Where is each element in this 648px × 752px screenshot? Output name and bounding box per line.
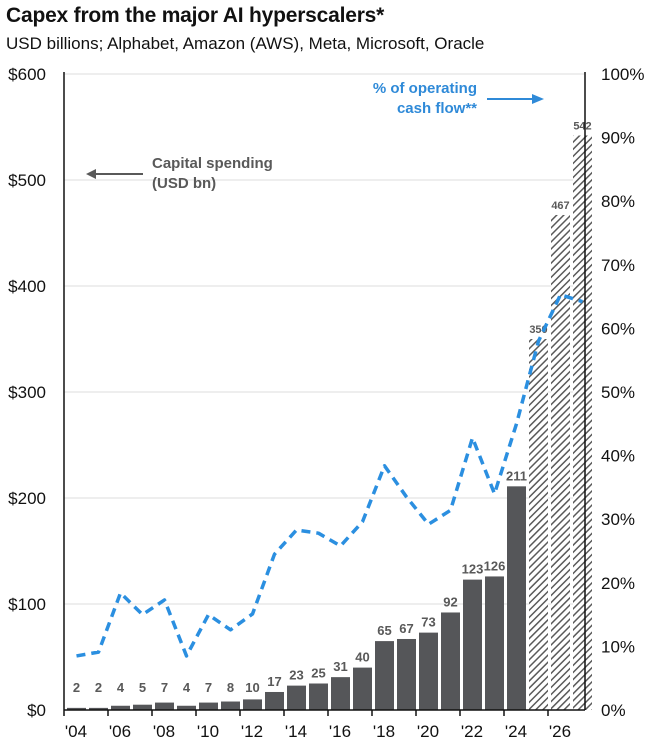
x-tick-label: '16 (329, 722, 351, 741)
bar-value-label: 126 (484, 558, 506, 573)
x-tick-label: '06 (109, 722, 131, 741)
y-right-tick-label: 80% (601, 192, 635, 211)
annotation-capital-line2: (USD bn) (152, 175, 216, 192)
y-axis-right-labels: 0% 10% 20% 30% 40% 50% 60% 70% 80% 90% 100% (601, 65, 644, 720)
bar-value-label: 7 (161, 680, 168, 695)
bar (463, 579, 482, 710)
bar-value-label: 467 (551, 200, 569, 212)
y-right-tick-label: 50% (601, 383, 635, 402)
axes (63, 72, 586, 716)
y-right-tick-label: 10% (601, 637, 635, 656)
y-left-tick-label: $0 (27, 701, 46, 720)
x-tick-label: '08 (153, 722, 175, 741)
bar (243, 699, 262, 710)
y-left-tick-label: $500 (8, 171, 46, 190)
x-tick-label: '10 (197, 722, 219, 741)
bar (111, 705, 130, 710)
x-tick-label: '22 (461, 722, 483, 741)
x-tick-label: '12 (241, 722, 263, 741)
bar (287, 685, 306, 710)
bar (419, 632, 438, 710)
bar-value-label: 17 (267, 674, 281, 689)
bar (265, 691, 284, 710)
chart-subtitle: USD billions; Alphabet, Amazon (AWS), Me… (6, 34, 485, 53)
x-tick-label: '04 (65, 722, 87, 741)
bar (89, 707, 108, 710)
bar (155, 702, 174, 710)
bar (485, 576, 504, 710)
x-tick-label: '14 (285, 722, 307, 741)
annotation-ocf-line2: cash flow** (397, 100, 477, 117)
x-tick-label: '20 (417, 722, 439, 741)
bar-value-label: 123 (462, 562, 484, 577)
bar (133, 704, 152, 710)
annotation-capital-line1: Capital spending (152, 155, 273, 172)
bar-estimate (551, 214, 570, 711)
bar-value-label: 92 (443, 594, 457, 609)
y-left-tick-label: $300 (8, 383, 46, 402)
y-right-tick-label: 0% (601, 701, 626, 720)
x-tick-label: '18 (373, 722, 395, 741)
bar-value-label: 40 (355, 650, 369, 665)
bar-value-label: 4 (183, 680, 191, 695)
bar (221, 701, 240, 710)
y-right-tick-label: 20% (601, 574, 635, 593)
bar-value-label: 10 (245, 680, 259, 695)
bar-value-label: 23 (289, 668, 303, 683)
bar-value-label: 65 (377, 623, 391, 638)
annotation-capital-spending: Capital spending (USD bn) (86, 155, 273, 192)
y-right-tick-label: 100% (601, 65, 644, 84)
y-left-tick-label: $200 (8, 489, 46, 508)
bar (199, 702, 218, 710)
bar-value-label: 31 (333, 659, 347, 674)
y-right-tick-label: 90% (601, 129, 635, 148)
y-left-tick-label: $400 (8, 277, 46, 296)
bar (507, 486, 526, 710)
bar-series (67, 135, 592, 711)
y-right-tick-label: 40% (601, 447, 635, 466)
arrow-right-head-icon (532, 94, 544, 104)
bar-value-label: 2 (73, 680, 80, 695)
y-left-tick-label: $600 (8, 65, 46, 84)
y-right-tick-label: 30% (601, 510, 635, 529)
annotation-ocf-line1: % of operating (373, 80, 477, 97)
bar (441, 612, 460, 710)
bar-value-label: 7 (205, 680, 212, 695)
x-tick-label: '26 (549, 722, 571, 741)
bar-value-label: 2 (95, 680, 102, 695)
bar-value-label: 25 (311, 666, 325, 681)
gridlines (64, 73, 585, 605)
chart-title: Capex from the major AI hyperscalers* (6, 4, 385, 27)
bar-value-label: 5 (139, 680, 146, 695)
bar-value-label: 350 (529, 324, 547, 336)
bar-value-label: 73 (421, 615, 435, 630)
y-right-tick-label: 60% (601, 319, 635, 338)
bar-value-label: 8 (227, 680, 234, 695)
y-right-tick-label: 70% (601, 256, 635, 275)
bar (67, 707, 86, 710)
bar-value-label: 211 (506, 468, 527, 483)
bar-estimate (573, 135, 592, 711)
bar (177, 705, 196, 710)
bar-value-label: 4 (117, 680, 125, 695)
bar-estimate (529, 339, 548, 710)
bar (309, 683, 328, 710)
bar (375, 641, 394, 710)
bar (353, 667, 372, 710)
y-left-tick-label: $100 (8, 595, 46, 614)
ocf-percent-line (76, 292, 584, 658)
bar (397, 638, 416, 710)
annotation-ocf: % of operating cash flow** (373, 80, 544, 117)
line-series (76, 292, 584, 658)
bar-value-label: 67 (399, 621, 413, 636)
bar-value-label: 542 (573, 120, 591, 132)
x-axis-labels: '04 '06 '08 '10 '12 '14 '16 '18 '20 '22 '24 '26 (65, 722, 571, 741)
y-axis-left-labels: $0 $100 $200 $300 $400 $500 $600 (8, 65, 46, 720)
arrow-left-head-icon (86, 169, 96, 179)
x-tick-label: '24 (505, 722, 527, 741)
bar (331, 677, 350, 710)
